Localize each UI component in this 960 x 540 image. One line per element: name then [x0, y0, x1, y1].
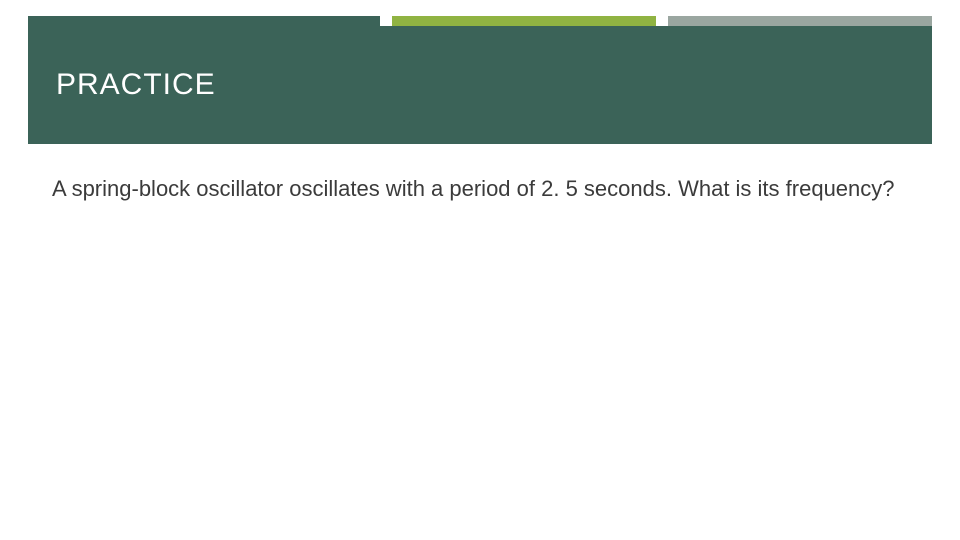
accent-segment-green [392, 16, 656, 26]
slide: PRACTICE A spring-block oscillator oscil… [0, 0, 960, 540]
header-band: PRACTICE [28, 26, 932, 144]
page-title: PRACTICE [56, 68, 216, 102]
body-text: A spring-block oscillator oscillates wit… [52, 174, 908, 204]
accent-segment-dark [28, 16, 380, 26]
top-accent-bar [28, 16, 932, 26]
accent-segment-gray [668, 16, 932, 26]
body-area: A spring-block oscillator oscillates wit… [52, 174, 908, 204]
